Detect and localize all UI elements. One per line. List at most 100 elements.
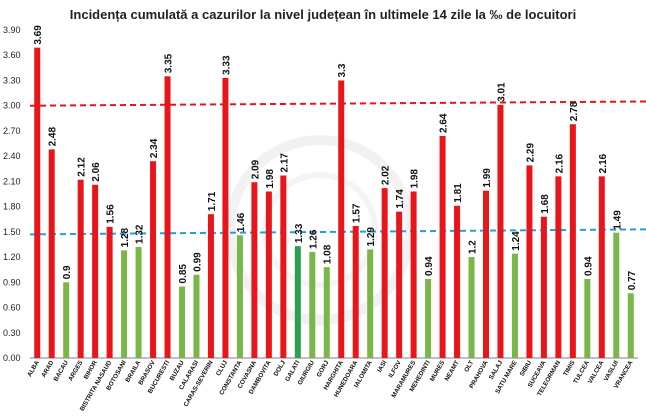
data-label: 1.2 [468, 240, 479, 254]
data-label: 3.3 [337, 63, 348, 77]
bar-harghita [338, 80, 345, 358]
data-label: 2.29 [525, 143, 536, 163]
y-tick-label: 0.00 [3, 353, 21, 363]
bars [34, 47, 634, 359]
y-tick-label: 1.50 [3, 227, 21, 237]
bar-cluj [222, 77, 229, 358]
x-tick-label: CLUJ [215, 359, 230, 377]
data-label: 2.16 [554, 153, 565, 173]
bar-covasna [251, 182, 258, 358]
bar-ilfov [396, 211, 403, 358]
data-label: 1.33 [294, 223, 305, 243]
data-label: 1.98 [410, 169, 421, 189]
bar-vrancea [627, 293, 634, 358]
bar-suceava [540, 216, 547, 358]
bar-timis [569, 124, 576, 358]
data-label: 2.64 [439, 113, 450, 133]
data-labels: 3.69 2.48 0.9 2.12 2.06 1.561.28 1.32 2.34 3.35 0… [33, 25, 638, 290]
data-label: 3.33 [221, 55, 232, 75]
data-label: 1.32 [135, 224, 146, 244]
data-label: 1.26 [308, 229, 319, 249]
bar-tulcea [584, 278, 591, 358]
bar-olt [468, 257, 475, 358]
data-label: 1.68 [540, 194, 551, 214]
data-label: 2.78 [569, 101, 580, 121]
bar-botosani [121, 250, 128, 358]
data-label: 1.08 [323, 244, 334, 264]
bar-neamt [454, 205, 461, 358]
bar-bihor [92, 184, 99, 358]
bar-caras-severin [207, 214, 214, 358]
data-label: 1.56 [106, 204, 117, 224]
data-label: 0.99 [192, 252, 203, 272]
bar-constanta [236, 235, 243, 358]
y-tick-label: 0.90 [3, 277, 21, 287]
data-label: 0.94 [424, 256, 435, 276]
data-label: 2.12 [77, 157, 88, 177]
x-tick-label: ALBA [26, 359, 41, 378]
bar-arges [77, 179, 84, 358]
bar-iasi [381, 188, 388, 358]
data-label: 3.69 [33, 25, 44, 45]
data-label: 3.01 [496, 82, 507, 102]
data-label: 1.98 [265, 169, 276, 189]
bar-mures [439, 135, 446, 358]
y-tick-label: 2.70 [3, 126, 21, 136]
data-label: 0.9 [62, 265, 73, 279]
data-label: 1.57 [352, 203, 363, 223]
bar-gorj [323, 267, 330, 358]
data-label: 1.71 [207, 191, 218, 211]
bar-arad [48, 149, 55, 358]
data-label: 1.81 [453, 183, 464, 203]
data-label: 1.28 [120, 227, 131, 247]
data-label: 0.77 [627, 270, 638, 290]
y-tick-label: 3.90 [3, 25, 21, 35]
bar-bucuresti [164, 76, 171, 358]
y-tick-label: 0.60 [3, 303, 21, 313]
data-label: 1.46 [236, 212, 247, 232]
y-tick-label: 2.40 [3, 151, 21, 161]
y-tick-label: 1.80 [3, 202, 21, 212]
bar-teleorman [555, 176, 562, 358]
bar-valcea [598, 176, 605, 358]
data-label: 2.48 [48, 127, 59, 147]
data-label: 1.74 [395, 189, 406, 209]
y-tick-label: 1.20 [3, 252, 21, 262]
data-label: 1.49 [612, 210, 623, 230]
data-label: 2.09 [250, 159, 261, 179]
data-label: 2.17 [279, 153, 290, 173]
bar-satu-mare [511, 253, 518, 358]
bar-prahova [483, 190, 489, 358]
data-label: 2.06 [91, 162, 102, 182]
data-label: 2.16 [598, 153, 609, 173]
x-tick-label: IASI [376, 359, 388, 373]
x-tick-label: OLT [463, 359, 475, 373]
bar-dolj [280, 175, 287, 358]
bar-vaslui [613, 232, 620, 358]
data-label: 0.85 [178, 264, 189, 284]
x-tick-label: GORJ [316, 359, 331, 378]
bar-bacau [63, 282, 70, 358]
data-label: 1.29 [366, 227, 377, 247]
bar-braila [135, 246, 142, 358]
y-tick-label: 3.30 [3, 75, 21, 85]
bar-giurgiu [309, 252, 316, 358]
bar-brasov [150, 161, 157, 358]
bar-buzau [179, 286, 185, 358]
bar-bistrita-nasaud [106, 226, 113, 358]
red-threshold-line [29, 100, 646, 107]
y-tick-label: 2.10 [3, 176, 21, 186]
y-tick-label: 3.60 [3, 50, 21, 60]
data-label: 0.94 [583, 256, 594, 276]
x-tick-label: DOLJ [273, 359, 288, 377]
x-tick-label: TIMIS [562, 360, 576, 378]
bar-maramures [410, 191, 417, 358]
y-tick-label: 0.30 [3, 328, 21, 338]
bar-dambovita [265, 191, 272, 358]
x-tick-label: SIBIU [519, 359, 534, 377]
bar-calarasi [193, 274, 200, 358]
y-tick-label: 3.00 [3, 101, 21, 111]
data-label: 3.35 [164, 53, 175, 73]
